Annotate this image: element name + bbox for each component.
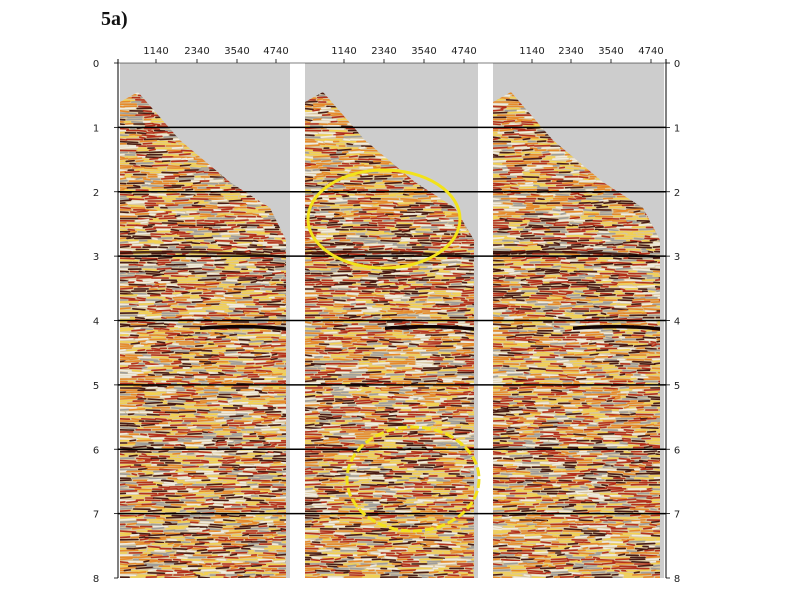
time-tick-label-left: 0 <box>93 59 99 70</box>
time-tick-label-right: 0 <box>674 59 680 70</box>
time-tick-label-left: 1 <box>93 123 99 134</box>
offset-tick-label: 2340 <box>184 46 209 57</box>
time-tick-label-left: 3 <box>93 252 99 263</box>
time-tick-label-left: 4 <box>93 317 99 328</box>
offset-tick-label: 1140 <box>331 46 356 57</box>
offset-tick-label: 3540 <box>224 46 249 57</box>
offset-tick-label: 2340 <box>558 46 583 57</box>
time-tick-label-left: 7 <box>93 510 99 521</box>
offset-tick-label: 2340 <box>371 46 396 57</box>
highlight-ellipse-lower <box>345 425 481 533</box>
time-tick-label-left: 8 <box>93 574 99 585</box>
offset-tick-label: 3540 <box>598 46 623 57</box>
offset-tick-label: 1140 <box>143 46 168 57</box>
time-tick-label-right: 5 <box>674 381 680 392</box>
time-tick-label-left: 6 <box>93 445 99 456</box>
time-tick-label-right: 6 <box>674 445 680 456</box>
offset-tick-label: 4740 <box>263 46 288 57</box>
offset-tick-label: 1140 <box>519 46 544 57</box>
offset-tick-label: 3540 <box>411 46 436 57</box>
time-tick-label-right: 7 <box>674 510 680 521</box>
time-tick-label-right: 2 <box>674 188 680 199</box>
figure-label: 5a) <box>101 8 128 30</box>
offset-tick-label: 4740 <box>451 46 476 57</box>
time-tick-label-left: 2 <box>93 188 99 199</box>
time-tick-label-right: 8 <box>674 574 680 585</box>
time-tick-label-right: 4 <box>674 317 680 328</box>
offset-tick-label: 4740 <box>638 46 663 57</box>
time-tick-label-left: 5 <box>93 381 99 392</box>
highlight-ellipse-upper <box>306 168 462 270</box>
time-tick-label-right: 1 <box>674 123 680 134</box>
time-tick-label-right: 3 <box>674 252 680 263</box>
